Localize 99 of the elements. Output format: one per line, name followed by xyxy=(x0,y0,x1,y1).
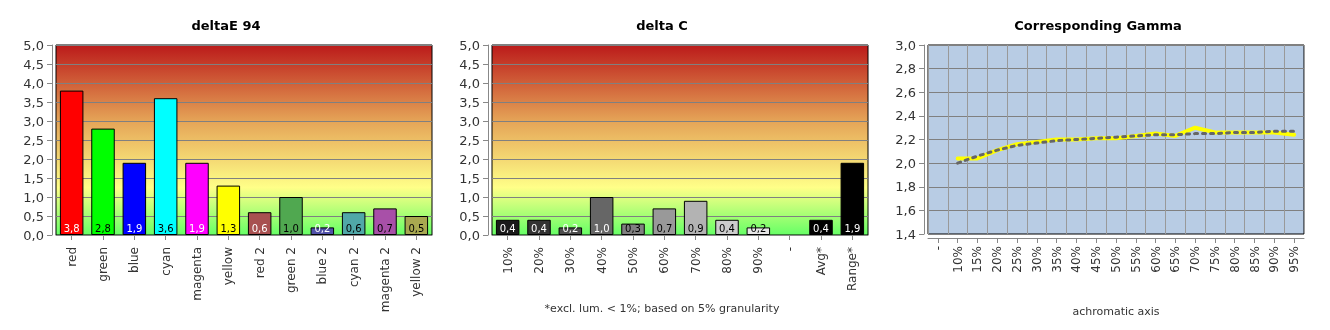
data-label: 1,3 xyxy=(220,222,237,234)
x-tick-label: 35% xyxy=(1049,246,1064,273)
y-tick-label: 5,0 xyxy=(23,37,44,53)
y-tick-label: 2,0 xyxy=(23,151,44,167)
data-label: 0,7 xyxy=(656,222,673,234)
x-tick-label: Avg* xyxy=(814,247,828,276)
y-tick-label: 3,5 xyxy=(23,94,44,110)
x-tick-label: 40% xyxy=(594,247,609,274)
x-tick-label: - xyxy=(782,247,797,252)
x-tick-label: 80% xyxy=(1227,246,1242,273)
y-tick-label: 2,6 xyxy=(895,84,916,100)
x-tick-label: 65% xyxy=(1168,246,1183,273)
x-tick-label: 50% xyxy=(1109,246,1123,273)
y-tick-label: 5,0 xyxy=(459,37,480,53)
y-tick-label: 2,5 xyxy=(459,132,480,148)
y-tick-label: 0,0 xyxy=(23,227,44,243)
y-tick-label: 4,5 xyxy=(459,56,480,72)
x-tick-label: 75% xyxy=(1207,246,1222,273)
x-tick-label: 95% xyxy=(1287,246,1302,273)
x-tick-label: 70% xyxy=(688,247,703,274)
x-tick-label: green xyxy=(96,247,110,282)
x-tick-label: cyan xyxy=(158,247,173,276)
x-tick-label: blue 2 xyxy=(315,247,330,285)
x-tick-label: 10% xyxy=(500,247,515,274)
text: *excl. lum. < 1%; based on 5% granularity xyxy=(544,302,780,315)
data-label: 0,3 xyxy=(625,222,641,234)
y-tick-label: 1,5 xyxy=(459,170,480,186)
y-tick-label: 1,0 xyxy=(23,189,44,205)
y-tick-label: 1,8 xyxy=(895,179,916,195)
data-label: 0,5 xyxy=(408,222,425,234)
x-tick-label: red 2 xyxy=(252,247,267,279)
x-tick-label: 10% xyxy=(950,246,965,273)
x-tick-label: 60% xyxy=(1148,246,1163,273)
x-tick-label: red xyxy=(64,247,79,267)
data-label: 0,4 xyxy=(813,222,829,234)
y-tick-label: 4,5 xyxy=(23,56,44,72)
y-tick-label: 3,0 xyxy=(23,113,44,129)
data-label: 0,9 xyxy=(687,222,704,234)
y-tick-label: 1,4 xyxy=(895,226,916,242)
data-label: 3,6 xyxy=(157,222,174,234)
y-tick-label: 3,5 xyxy=(459,94,480,110)
x-tick-label: 30% xyxy=(1029,246,1044,273)
chart-title: delta C xyxy=(636,18,688,33)
x-tick-label: - xyxy=(930,246,945,251)
x-tick-label: 20% xyxy=(532,247,546,274)
data-label: 0,7 xyxy=(377,222,393,234)
x-tick-label: 60% xyxy=(657,247,672,274)
x-tick-label: 50% xyxy=(626,247,640,274)
x-tick-label: 85% xyxy=(1247,246,1262,273)
x-tick-label: 15% xyxy=(970,246,985,273)
x-tick-label: yellow xyxy=(221,246,236,286)
data-label: 0,6 xyxy=(251,222,268,234)
data-label: 0,4 xyxy=(531,222,547,234)
x-tick-label: 70% xyxy=(1188,246,1203,273)
data-label: 1,9 xyxy=(126,222,143,234)
x-tick-label: cyan 2 xyxy=(346,247,361,288)
chart-title: deltaE 94 xyxy=(191,18,261,33)
data-label: 0,4 xyxy=(719,222,735,234)
x-tick-label: magenta xyxy=(190,247,204,301)
y-tick-label: 2,5 xyxy=(23,132,44,148)
y-tick-label: 4,0 xyxy=(459,75,480,91)
data-label: 3,8 xyxy=(63,222,80,234)
data-label: 0,4 xyxy=(499,222,516,234)
data-label: 0,6 xyxy=(345,222,362,234)
x-tick-label: 40% xyxy=(1069,246,1084,273)
x-tick-label: 90% xyxy=(751,247,766,274)
x-tick-label: 90% xyxy=(1267,246,1282,273)
y-tick-label: 1,0 xyxy=(459,189,480,205)
y-tick-label: 4,0 xyxy=(23,75,44,91)
y-tick-label: 2,0 xyxy=(459,151,480,167)
x-tick-label: yellow 2 xyxy=(409,247,424,297)
x-tick-label: blue xyxy=(127,247,142,273)
y-tick-label: 2,2 xyxy=(895,132,916,147)
y-tick-label: 2,4 xyxy=(895,108,916,124)
y-tick-label: 0,5 xyxy=(23,208,44,224)
data-label: 1,9 xyxy=(189,222,205,234)
x-tick-label: 80% xyxy=(720,247,734,274)
data-label: 2,8 xyxy=(95,222,111,234)
y-tick-label: 3,0 xyxy=(459,113,480,129)
y-tick-label: 2,0 xyxy=(895,155,916,171)
x-tick-label: 25% xyxy=(1010,246,1025,273)
x-tick-label: Range* xyxy=(845,247,860,292)
data-label: 1,9 xyxy=(844,222,861,234)
x-tick-label: 30% xyxy=(563,247,578,274)
x-tick-label: 45% xyxy=(1089,246,1104,273)
x-axis-title: achromatic axis xyxy=(1072,305,1160,318)
y-tick-label: 2,8 xyxy=(895,61,916,77)
y-tick-label: 0,5 xyxy=(459,208,480,224)
x-tick-label: 20% xyxy=(990,246,1005,273)
chart-title: Corresponding Gamma xyxy=(1014,18,1182,33)
data-label: 1,0 xyxy=(593,222,610,234)
x-tick-label: green 2 xyxy=(284,247,298,294)
x-tick-label: magenta 2 xyxy=(378,247,392,313)
data-label: 1,0 xyxy=(283,222,299,234)
x-tick-label: 55% xyxy=(1128,246,1143,273)
y-tick-label: 0,0 xyxy=(459,227,480,243)
y-tick-label: 3,0 xyxy=(895,37,916,53)
y-tick-label: 1,6 xyxy=(895,202,916,218)
y-tick-label: 1,5 xyxy=(23,170,44,186)
